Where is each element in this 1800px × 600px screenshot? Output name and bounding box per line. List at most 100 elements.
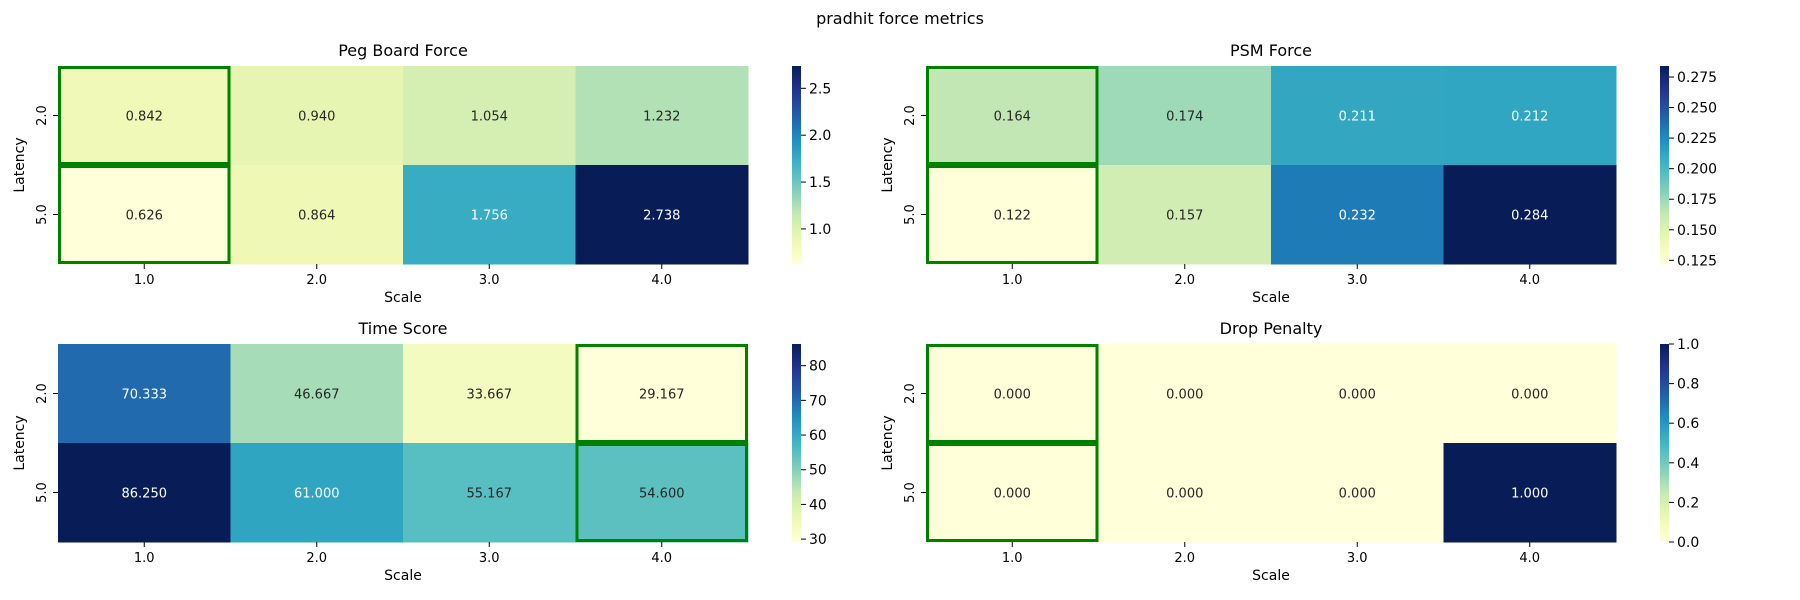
colorbar [1660, 66, 1669, 264]
highlight-box [575, 344, 748, 443]
heatmap-cell [575, 165, 749, 265]
cell-value-label: 0.000 [994, 388, 1031, 403]
x-tick-label: 1.0 [1002, 273, 1023, 288]
heatmap-cell [1443, 443, 1617, 543]
cell-value-label: 0.000 [1166, 388, 1203, 403]
colorbar-tick-label: 80 [809, 359, 827, 375]
colorbar-tick-label: 2.0 [809, 128, 831, 144]
x-axis-label: Scale [384, 290, 422, 306]
y-tick-label: 5.0 [35, 482, 50, 503]
cell-value-label: 0.232 [1339, 209, 1376, 224]
x-tick-label: 4.0 [651, 551, 672, 566]
x-tick-label: 3.0 [1347, 551, 1368, 566]
heatmap-cell [575, 66, 749, 166]
y-axis-label: Latency [12, 137, 28, 192]
panel-title: Time Score [357, 319, 447, 338]
heatmap-cell [1098, 66, 1272, 166]
cell-value-label: 0.000 [994, 487, 1031, 502]
cell-value-label: 0.212 [1511, 110, 1548, 125]
cell-value-label: 1.756 [471, 209, 508, 224]
x-tick-label: 2.0 [306, 551, 327, 566]
cell-value-label: 0.000 [1166, 487, 1203, 502]
heatmap-cell [403, 344, 576, 444]
colorbar-tick-label: 0.200 [1677, 162, 1717, 178]
highlight-box [575, 443, 748, 542]
cell-value-label: 86.250 [122, 487, 168, 502]
colorbar-tick-label: 0.175 [1677, 192, 1717, 208]
cell-value-label: 0.864 [298, 209, 335, 224]
heatmap-cell [403, 443, 576, 543]
cell-value-label: 33.667 [467, 388, 513, 403]
cell-value-label: 55.167 [467, 487, 513, 502]
x-tick-label: 3.0 [1347, 273, 1368, 288]
heatmap-cell [230, 66, 404, 166]
cell-value-label: 0.211 [1339, 110, 1376, 125]
panel-title: Peg Board Force [338, 41, 468, 60]
heatmap-cell [1443, 344, 1617, 444]
heatmap-cell [1271, 165, 1444, 265]
panel-title: Drop Penalty [1220, 319, 1323, 338]
colorbar-tick-label: 0.275 [1677, 70, 1717, 86]
heatmap-panel: Peg Board Force 0.842 0.940 1.054 1.232 0.626… [12, 41, 831, 306]
heatmap-cell [575, 344, 749, 444]
x-tick-label: 1.0 [1002, 551, 1023, 566]
cell-value-label: 0.842 [126, 110, 163, 125]
heatmap-cell [575, 443, 749, 543]
cell-value-label: 29.167 [639, 388, 685, 403]
highlight-box [926, 344, 1099, 443]
heatmap-cell [403, 165, 576, 265]
colorbar [1660, 344, 1669, 542]
cell-value-label: 0.940 [298, 110, 335, 125]
y-tick-label: 2.0 [35, 105, 50, 126]
highlight-box [58, 165, 231, 264]
y-tick-label: 5.0 [903, 482, 918, 503]
colorbar-tick-label: 40 [809, 497, 827, 513]
highlight-box [926, 165, 1099, 264]
heatmap-panel: Time Score 70.333 46.667 33.667 29.167 86.250… [12, 319, 827, 584]
colorbar-tick-label: 2.5 [809, 81, 831, 97]
heatmap-cell [1098, 443, 1272, 543]
x-tick-label: 4.0 [1519, 273, 1540, 288]
x-tick-label: 1.0 [134, 551, 155, 566]
colorbar [792, 344, 801, 542]
x-tick-label: 4.0 [1519, 551, 1540, 566]
panel-title: PSM Force [1230, 41, 1312, 60]
heatmap-panels: Peg Board Force 0.842 0.940 1.054 1.232 0.626… [12, 41, 1717, 584]
heatmap-cell [1271, 344, 1444, 444]
heatmap-cell [1271, 443, 1444, 543]
heatmap-cell [58, 443, 231, 543]
heatmap-cell [1443, 66, 1617, 166]
cell-value-label: 0.000 [1511, 388, 1548, 403]
cell-value-label: 0.164 [994, 110, 1031, 125]
figure-suptitle: pradhit force metrics [816, 9, 984, 28]
cell-value-label: 0.174 [1166, 110, 1203, 125]
cell-value-label: 0.626 [126, 209, 163, 224]
x-axis-label: Scale [384, 568, 422, 584]
colorbar-tick-label: 0.125 [1677, 253, 1717, 269]
highlight-box [926, 66, 1099, 165]
heatmap-cell [926, 344, 1099, 444]
colorbar-tick-label: 0.225 [1677, 131, 1717, 147]
heatmap-cell [1098, 344, 1272, 444]
heatmap-cell [58, 344, 231, 444]
cell-value-label: 61.000 [294, 487, 340, 502]
heatmap-cell [58, 165, 231, 265]
colorbar-tick-label: 50 [809, 463, 827, 479]
colorbar-tick-label: 0.2 [1677, 495, 1699, 511]
cell-value-label: 54.600 [639, 487, 685, 502]
cell-value-label: 0.284 [1511, 209, 1548, 224]
colorbar-tick-label: 1.0 [1677, 337, 1699, 353]
colorbar-tick-label: 70 [809, 393, 827, 409]
heatmap-cell [926, 165, 1099, 265]
x-tick-label: 1.0 [134, 273, 155, 288]
cell-value-label: 0.122 [994, 209, 1031, 224]
y-tick-label: 2.0 [903, 383, 918, 404]
heatmap-cell [1271, 66, 1444, 166]
colorbar-tick-label: 60 [809, 428, 827, 444]
x-axis-label: Scale [1252, 290, 1290, 306]
colorbar-tick-label: 0.8 [1677, 377, 1699, 393]
heatmap-cell [926, 443, 1099, 543]
heatmap-cell [926, 66, 1099, 166]
colorbar-tick-label: 0.0 [1677, 535, 1699, 551]
